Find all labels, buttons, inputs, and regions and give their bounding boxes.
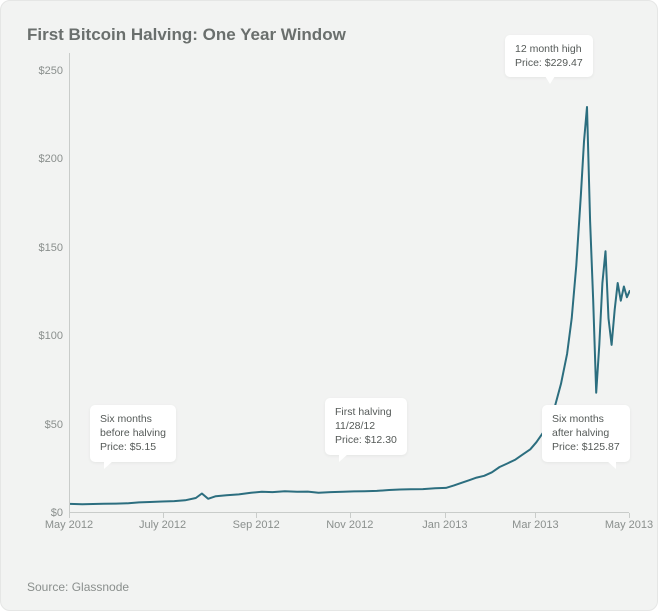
x-tick-label: May 2013: [605, 519, 653, 531]
y-axis-labels: $0 $50 $100 $150 $200 $250: [27, 53, 63, 553]
y-tick-label: $100: [39, 330, 63, 342]
x-tick-label: Sep 2012: [233, 519, 280, 531]
chart-source: Source: Glassnode: [27, 580, 129, 594]
x-tick: [256, 513, 257, 518]
annotation-line: First halving: [335, 405, 397, 419]
annotation-first-halving: First halving11/28/12Price: $12.30: [325, 398, 407, 455]
x-tick-label: July 2012: [139, 519, 186, 531]
y-tick-label: $250: [39, 65, 63, 77]
annotation-line: Six months: [552, 412, 620, 426]
annotation-high: 12 month highPrice: $229.47: [505, 35, 593, 77]
y-tick-label: $50: [45, 419, 63, 431]
annotation-line: Price: $229.47: [515, 56, 583, 70]
annotation-line: 11/28/12: [335, 419, 397, 433]
x-tick-label: Jan 2013: [422, 519, 467, 531]
plot: Six monthsbefore halvingPrice: $5.15Firs…: [69, 53, 629, 513]
annotation-line: Price: $12.30: [335, 433, 397, 447]
x-tick: [69, 513, 70, 518]
annotation-line: Six months: [100, 412, 166, 426]
x-tick: [350, 513, 351, 518]
x-tick: [445, 513, 446, 518]
y-tick-label: $200: [39, 153, 63, 165]
x-tick: [629, 513, 630, 518]
x-tick: [535, 513, 536, 518]
annotation-line: after halving: [552, 426, 620, 440]
annotation-line: Price: $125.87: [552, 440, 620, 454]
annotation-line: Price: $5.15: [100, 440, 166, 454]
annotation-line: 12 month high: [515, 42, 583, 56]
chart-card: First Bitcoin Halving: One Year Window $…: [0, 0, 658, 611]
y-tick-label: $0: [51, 507, 63, 519]
x-tick-label: May 2012: [45, 519, 93, 531]
x-tick: [163, 513, 164, 518]
x-tick-label: Nov 2012: [326, 519, 373, 531]
annotation-after: Six monthsafter halvingPrice: $125.87: [542, 405, 630, 462]
plot-area: $0$50$100$150$200$250 Six monthsbefore h…: [27, 53, 633, 553]
x-tick-label: Mar 2013: [512, 519, 558, 531]
x-axis-labels: May 2012July 2012Sep 2012Nov 2012Jan 201…: [69, 519, 629, 539]
annotation-before: Six monthsbefore halvingPrice: $5.15: [90, 405, 176, 462]
y-tick-label: $150: [39, 242, 63, 254]
annotation-line: before halving: [100, 426, 166, 440]
